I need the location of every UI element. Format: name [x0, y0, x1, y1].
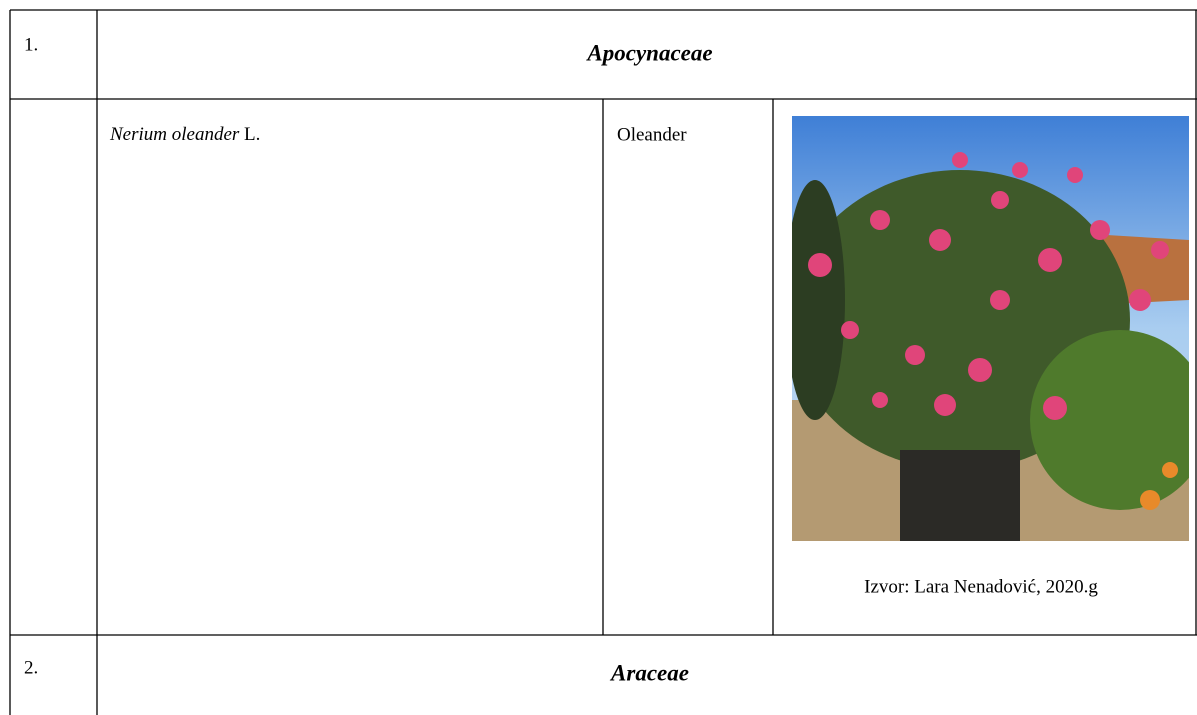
- row-number: 1.: [24, 34, 38, 55]
- family-name: Araceae: [609, 660, 689, 685]
- author: L.: [244, 124, 260, 145]
- row-number: 2.: [24, 657, 38, 678]
- species: Nerium oleander: [109, 124, 240, 145]
- photo-caption: Izvor: Lara Nenadović, 2020.g: [864, 576, 1098, 597]
- species-name: Nerium oleander L.: [109, 124, 260, 145]
- common-name: Oleander: [617, 124, 687, 145]
- family-name: Apocynaceae: [585, 40, 712, 65]
- table-grid: [9, 9, 1197, 715]
- photo: [792, 116, 1189, 541]
